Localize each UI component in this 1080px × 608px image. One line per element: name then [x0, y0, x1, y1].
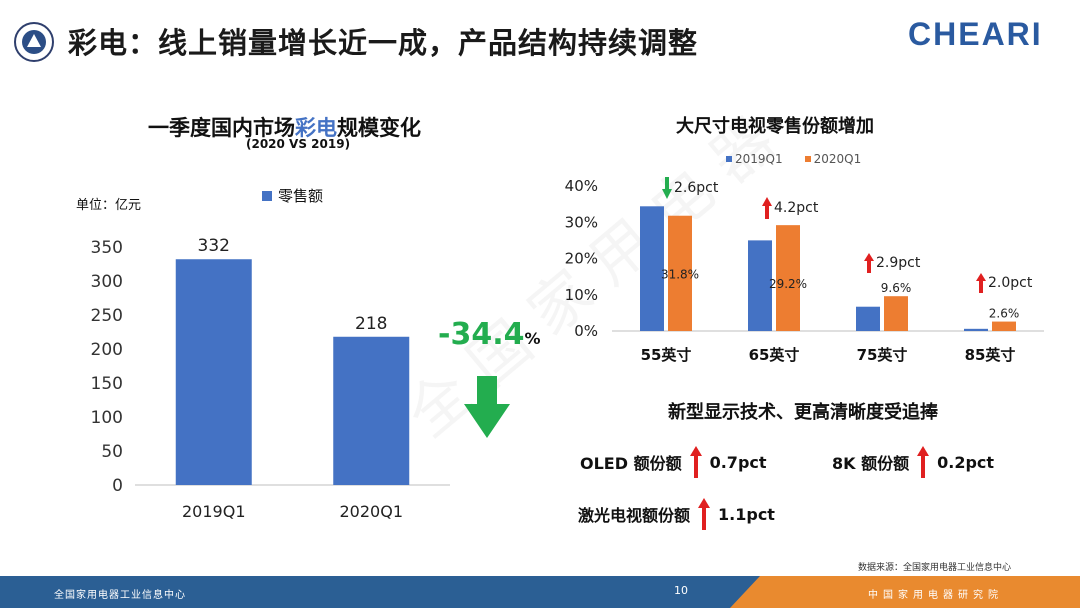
bar-2019Q1-75英寸 [856, 306, 880, 331]
red-up-arrow-icon [976, 273, 986, 293]
bar-2020Q1-85英寸 [992, 321, 1016, 331]
bar-2020Q1 [333, 336, 410, 485]
y-tick-label: 30% [565, 213, 598, 231]
left-chart-legend: 零售额 [262, 185, 323, 206]
data-source: 数据来源：全国家用电器工业信息中心 [858, 563, 1012, 573]
bar-2019Q1-85英寸 [964, 328, 988, 331]
annotation-65: 4.2pct [762, 197, 818, 219]
red-up-arrow-icon [917, 446, 930, 478]
footer-org-name: 全国家用电器工业信息中心 [54, 590, 186, 601]
right-bar-chart: 0% 10% 20% 30% 40% 31.8% 55英寸 29.2% 65英寸 9.6% 75英寸… [565, 177, 1044, 364]
tech-item-8k: 8K 额份额 0.2pct [832, 446, 994, 478]
institute-logo [14, 22, 54, 62]
right-chart-legend: 2019Q1 2020Q1 [726, 152, 861, 166]
left-bar-chart: 0 50 100 150 200 250 300 350 332 2019Q1 218 2020Q1 [91, 236, 450, 521]
brand-logo: CHEARI [908, 16, 1043, 52]
bar-2020Q1-55英寸 [668, 215, 692, 331]
y-tick-label: 200 [91, 340, 123, 360]
legend-item-2019: 2019Q1 [726, 152, 783, 166]
y-tick-label: 20% [565, 250, 598, 268]
x-tick-label: 85英寸 [965, 346, 1016, 364]
page-title: 彩电：线上销量增长近一成，产品结构持续调整 [68, 26, 699, 60]
y-tick-label: 150 [91, 374, 123, 394]
bar-2020Q1-75英寸 [884, 296, 908, 331]
y-tick-label: 0% [574, 322, 598, 340]
change-percent: -34.4% [438, 317, 541, 352]
y-tick-label: 250 [91, 306, 123, 326]
data-label: 31.8% [661, 268, 699, 282]
x-tick-label: 2020Q1 [340, 502, 404, 521]
bar-2019Q1-55英寸 [640, 206, 664, 331]
left-chart-title: 一季度国内市场彩电规模变化 [148, 116, 421, 140]
data-label: 9.6% [881, 281, 912, 295]
y-tick-label: 0 [112, 476, 123, 496]
red-up-arrow-icon [689, 446, 702, 478]
x-tick-label: 55英寸 [641, 346, 692, 364]
footer-bar-left [0, 576, 760, 608]
left-chart-subtitle: (2020 VS 2019) [246, 137, 351, 151]
annotation-55: 2.6pct [662, 177, 718, 199]
green-down-arrow-icon [464, 376, 510, 438]
green-down-arrow-icon [662, 177, 672, 199]
bar-2019Q1-65英寸 [748, 240, 772, 331]
right-chart-title: 大尺寸电视零售份额增加 [676, 116, 874, 137]
data-label: 29.2% [769, 277, 807, 291]
tech-item-oled: OLED 额份额 0.7pct [580, 446, 767, 478]
data-label: 2.6% [989, 307, 1020, 321]
y-tick-label: 10% [565, 286, 598, 304]
page-number: 10 [674, 584, 688, 597]
red-up-arrow-icon [762, 197, 772, 219]
y-tick-label: 50 [101, 442, 123, 462]
x-tick-label: 65英寸 [749, 346, 800, 364]
legend-label: 零售额 [278, 187, 324, 205]
y-tick-label: 350 [91, 238, 123, 258]
footer-bar-right [730, 576, 1080, 608]
tech-title: 新型显示技术、更高清晰度受追捧 [668, 402, 938, 423]
annotation-85: 2.0pct [976, 273, 1032, 293]
bar-2020Q1-65英寸 [776, 225, 800, 331]
y-tick-label: 40% [565, 177, 598, 195]
unit-label: 单位：亿元 [76, 198, 142, 213]
legend-item-2020: 2020Q1 [804, 152, 861, 166]
red-up-arrow-icon [698, 498, 711, 530]
x-tick-label: 2019Q1 [182, 502, 246, 521]
x-tick-label: 75英寸 [857, 346, 908, 364]
y-tick-label: 100 [91, 408, 123, 428]
annotation-75: 2.9pct [864, 253, 920, 273]
tech-item-laser: 激光电视额份额 1.1pct [578, 498, 775, 530]
red-up-arrow-icon [864, 253, 874, 273]
y-tick-label: 300 [91, 272, 123, 292]
bar-2019Q1 [175, 259, 252, 485]
data-label: 218 [355, 314, 387, 334]
data-label: 332 [198, 236, 230, 256]
legend-swatch [262, 190, 272, 201]
footer-institute-name: 中国家用电器研究院 [868, 590, 1003, 601]
